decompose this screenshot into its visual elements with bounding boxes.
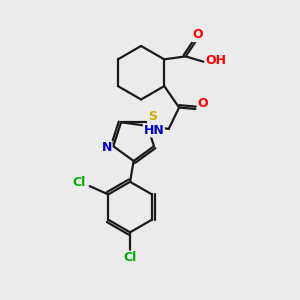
Text: N: N (102, 141, 112, 154)
Text: S: S (148, 110, 157, 123)
Text: O: O (198, 97, 208, 110)
Text: OH: OH (206, 54, 226, 67)
Text: Cl: Cl (73, 176, 86, 189)
Text: O: O (192, 28, 202, 41)
Text: HN: HN (143, 124, 164, 137)
Text: Cl: Cl (124, 251, 137, 264)
